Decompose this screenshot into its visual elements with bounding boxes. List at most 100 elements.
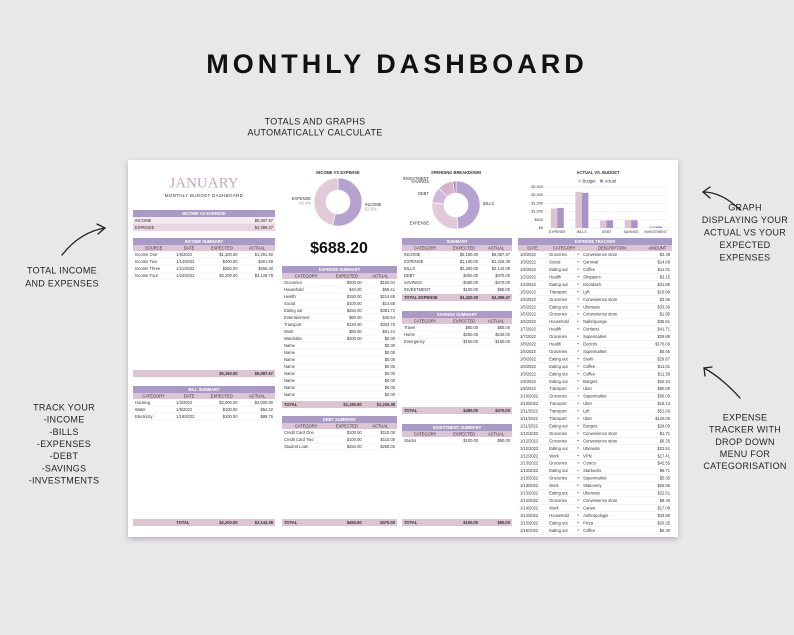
cell: 1/5/2022 bbox=[520, 297, 537, 302]
column-header: SOURCE bbox=[145, 245, 163, 250]
cell: $80.00 bbox=[466, 325, 479, 330]
cell: Transport bbox=[284, 322, 302, 327]
cell: $41.71 bbox=[657, 327, 670, 332]
dropdown-arrow bbox=[577, 373, 580, 375]
cell: Starbucks bbox=[583, 468, 601, 473]
cell: Groceries bbox=[549, 438, 567, 443]
cell: Name bbox=[284, 364, 296, 369]
total-row bbox=[402, 407, 512, 414]
cell: Lyft bbox=[583, 289, 590, 294]
cell: $480.00 bbox=[463, 408, 479, 413]
dropdown-arrow bbox=[577, 276, 580, 278]
header-row bbox=[402, 245, 512, 251]
annotation-line: TRACKER WITH bbox=[709, 425, 781, 435]
cell: DEBT bbox=[404, 273, 415, 278]
cell: 1/21/2022 bbox=[176, 266, 195, 271]
cell: $29.89 bbox=[657, 334, 670, 339]
y-tick-label: $1,500 bbox=[531, 201, 543, 205]
cell: $0.00 bbox=[385, 350, 396, 355]
column-header: EXPECTED bbox=[336, 423, 358, 428]
cell: Pizza bbox=[583, 520, 594, 525]
column-header: EXPECTED bbox=[453, 318, 475, 323]
cell: 1/13/2022 bbox=[520, 483, 539, 488]
dropdown-arrow bbox=[577, 261, 580, 263]
cell: Eating out bbox=[549, 520, 568, 525]
cell: $5,150.00 bbox=[460, 252, 479, 257]
column-header: EXPECTED bbox=[453, 245, 475, 250]
cell: 1/8/2022 bbox=[520, 364, 537, 369]
cell: $88.76 bbox=[260, 414, 273, 419]
column-header: CATEGORY bbox=[295, 423, 318, 428]
cell: Groceries bbox=[549, 394, 567, 399]
cell: $0.00 bbox=[385, 336, 396, 341]
cell: 1/12/2022 bbox=[520, 431, 539, 436]
cell: Groceries bbox=[549, 334, 567, 339]
column-header: ACTUAL bbox=[249, 393, 266, 398]
cell: $6.25 bbox=[660, 438, 671, 443]
slice-label: BILLS bbox=[483, 201, 494, 206]
cell: $11.01 bbox=[658, 364, 671, 369]
cell: $100.00 bbox=[347, 301, 363, 306]
column-header: DATE bbox=[184, 245, 195, 250]
dropdown-arrow bbox=[577, 462, 580, 464]
dropdown-arrow bbox=[577, 529, 580, 531]
cell: TOTAL bbox=[404, 520, 418, 525]
table-title: INCOME VS EXPENSE bbox=[182, 211, 226, 216]
bar bbox=[624, 220, 632, 228]
legend-label: Actual bbox=[605, 178, 616, 183]
annotation-line: MENU FOR bbox=[720, 449, 771, 459]
cell: $29.00 bbox=[657, 423, 670, 428]
header-row bbox=[518, 245, 672, 251]
cell: 1/6/2022 bbox=[520, 319, 537, 324]
cell: 1/14/2022 bbox=[520, 498, 539, 503]
cell: 1/3/2022 bbox=[176, 400, 193, 405]
cell: $6.71 bbox=[660, 468, 671, 473]
cell: 1/10/2022 bbox=[520, 394, 539, 399]
annotation-line: -SAVINGS bbox=[42, 463, 87, 473]
cell: INCOME bbox=[404, 252, 421, 257]
cell: $3,200.00 bbox=[219, 273, 238, 278]
column-header: CATEGORY bbox=[295, 273, 318, 278]
cell: 1/8/2022 bbox=[520, 342, 537, 347]
total-row bbox=[133, 370, 275, 377]
cell: Uber bbox=[583, 416, 593, 421]
cell: Eating out bbox=[549, 491, 568, 496]
cell: $33.90 bbox=[657, 513, 670, 518]
dropdown-arrow bbox=[577, 507, 580, 509]
column-header: EXPECTED bbox=[211, 245, 233, 250]
dropdown-arrow bbox=[577, 305, 580, 308]
cell: 1/24/2022 bbox=[176, 273, 195, 278]
cell: Name bbox=[284, 371, 296, 376]
column-header: CATEGORY bbox=[142, 393, 165, 398]
cell: EXPENSE bbox=[135, 225, 155, 230]
cell: Health bbox=[549, 327, 562, 332]
cell: Income One bbox=[135, 252, 158, 257]
cell: $61.44 bbox=[382, 329, 395, 334]
cell: 1/12/2022 bbox=[520, 438, 539, 443]
table-title-bar bbox=[282, 416, 397, 423]
cell: Uber bbox=[583, 401, 593, 406]
arrow bbox=[61, 227, 106, 256]
dropdown-arrow bbox=[577, 440, 580, 442]
cell: Nails/sponge bbox=[583, 319, 607, 324]
cell: TOTAL EXPENSE bbox=[404, 295, 438, 300]
cell: $100.00 bbox=[347, 437, 363, 442]
cell: Ubereats bbox=[583, 491, 600, 496]
column-header: DATE bbox=[527, 245, 538, 250]
cell: $51.66 bbox=[657, 409, 670, 414]
cell: $80.00 bbox=[497, 325, 510, 330]
x-tick-label: DEBT bbox=[602, 230, 612, 234]
cell: $470.00 bbox=[495, 273, 511, 278]
column-header: CATEGORY bbox=[414, 318, 437, 323]
cell: $0.00 bbox=[385, 378, 396, 383]
cell: $120.00 bbox=[347, 322, 363, 327]
cell: $480.00 bbox=[463, 280, 479, 285]
header-row bbox=[133, 245, 275, 251]
cell: Transport bbox=[549, 416, 567, 421]
arrow-head bbox=[703, 366, 713, 377]
cell: $5,087.67 bbox=[255, 218, 274, 223]
annotation-line: EXPENSES bbox=[720, 252, 771, 262]
cell: $100.00 bbox=[223, 407, 239, 412]
cell: Lyft bbox=[583, 409, 590, 414]
